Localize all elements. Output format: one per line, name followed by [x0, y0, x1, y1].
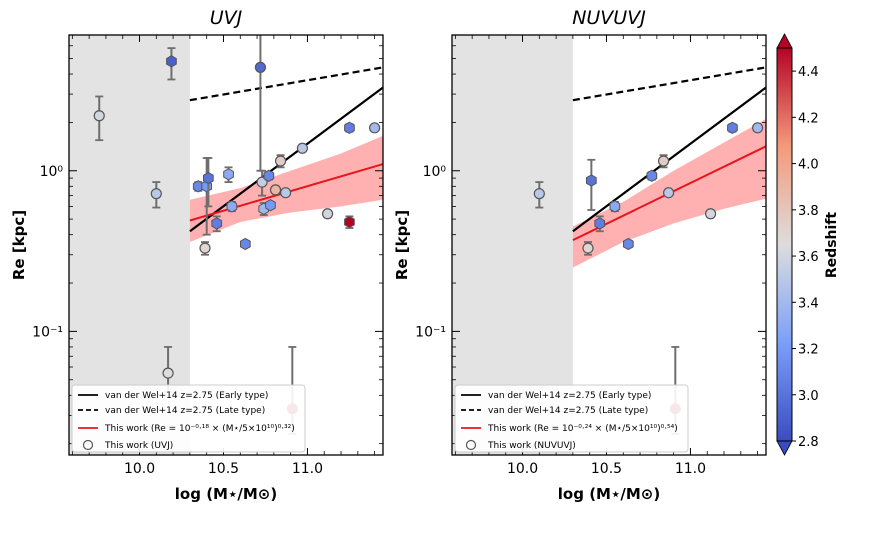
colorbar-gradient	[777, 48, 792, 441]
data-point-hex	[240, 237, 251, 251]
data-point	[663, 187, 675, 199]
colorbar-tick-label: 3.0	[798, 389, 819, 404]
data-point	[162, 367, 174, 379]
data-point-hex	[265, 199, 276, 212]
chart-title: NUVUVJ	[572, 7, 646, 29]
data-point	[280, 187, 292, 199]
colorbar-tick-label: 3.6	[798, 250, 819, 265]
data-point-hex	[594, 217, 606, 230]
data-point	[93, 110, 105, 122]
colorbar-tick-label: 2.8	[798, 435, 819, 450]
colorbar-tick-label: 4.2	[798, 111, 819, 126]
colorbar: 2.8 3.0 3.2 3.4 3.6 3.8 4.0 4.2 4.4 Redshift	[776, 33, 840, 456]
y-tick-label: 10⁻¹	[32, 324, 63, 340]
late-type-line	[189, 66, 383, 102]
x-axis-label: log (M⋆/M⊙)	[558, 485, 660, 503]
x-tick-label: 11.0	[292, 461, 323, 477]
colorbar-label: Redshift	[824, 212, 840, 278]
data-point-hex	[263, 169, 275, 182]
legend-label: This work (NUVUVJ)	[487, 441, 576, 451]
legend-swatch-circle	[465, 439, 477, 451]
axes-frame	[68, 34, 384, 456]
x-tick-label: 11.0	[675, 461, 706, 477]
data-point-hex	[223, 168, 234, 181]
data-point-hex	[646, 169, 658, 182]
data-point-hex	[727, 121, 738, 134]
colorbar-tick-label: 4.0	[798, 158, 819, 173]
colorbar-extend-low	[776, 440, 793, 456]
legend-label: This work (Re = 10⁻⁰·¹⁸ × (M⋆/5×10¹⁰)⁰·³…	[104, 424, 295, 434]
data-point	[296, 142, 309, 154]
colorbar-tick-label: 3.2	[798, 343, 819, 358]
legend-label: van der Wel+14 z=2.75 (Early type)	[105, 391, 268, 401]
data-point-hex	[211, 217, 223, 230]
y-tick-label: 10⁰	[423, 164, 447, 180]
legend-swatch-circle	[82, 439, 94, 451]
panel-nuvuvj: 10.0 10.5 11.0 10⁰ 10⁻¹ NUVUVJ log (M⋆/M⊙) Re […	[393, 7, 767, 503]
data-point-hex	[609, 200, 621, 213]
data-point-hex	[586, 174, 597, 187]
panel-uvj: 10.0 10.5 11.0 10⁰ 10⁻¹ UVJ log (M⋆/M⊙) Re [kpc…	[10, 7, 384, 503]
early-type-line	[572, 86, 766, 233]
y-axis-label: Re [kpc]	[393, 210, 411, 280]
data-point	[321, 208, 334, 220]
data-point-hex	[203, 171, 214, 185]
data-point	[369, 122, 381, 134]
colorbar-tick-label: 3.4	[798, 296, 819, 311]
data-point-hex	[623, 237, 634, 251]
data-point-hex	[166, 55, 177, 68]
x-tick-label: 10.5	[591, 461, 622, 477]
data-point	[582, 242, 594, 254]
data-point	[704, 208, 717, 220]
data-point-hex	[344, 215, 355, 229]
colorbar-extend-high	[776, 33, 793, 49]
colorbar-frame	[776, 47, 793, 442]
data-point	[256, 176, 268, 188]
legend-box	[454, 384, 689, 453]
data-point	[199, 242, 211, 254]
data-point	[274, 155, 287, 167]
data-point	[254, 61, 267, 73]
x-tick-label: 10.5	[208, 461, 239, 477]
legend-label: This work (Re = 10⁻⁰·²⁴ × (M⋆/5×10¹⁰)⁰·⁵…	[487, 424, 678, 434]
legend-label: This work (UVJ)	[104, 441, 173, 451]
legend-label: van der Wel+14 z=2.75 (Early type)	[488, 391, 651, 401]
late-type-line	[572, 66, 766, 102]
data-point	[657, 155, 670, 167]
y-tick-label: 10⁰	[40, 164, 64, 180]
axes-frame	[451, 34, 767, 456]
chart-title: UVJ	[210, 7, 243, 29]
data-point	[533, 188, 545, 200]
legend-label: van der Wel+14 z=2.75 (Late type)	[488, 406, 648, 416]
x-tick-label: 10.0	[124, 461, 155, 477]
data-point-hex	[226, 200, 238, 213]
y-axis-label: Re [kpc]	[10, 210, 28, 280]
x-tick-label: 10.0	[507, 461, 538, 477]
x-axis-label: log (M⋆/M⊙)	[175, 485, 277, 503]
y-tick-label: 10⁻¹	[415, 324, 446, 340]
early-type-line	[189, 86, 383, 233]
legend-box	[71, 384, 306, 453]
colorbar-tick-label: 4.4	[798, 65, 819, 80]
colorbar-tick-label: 3.8	[798, 204, 819, 219]
data-point	[269, 184, 282, 196]
legend-label: van der Wel+14 z=2.75 (Late type)	[105, 406, 265, 416]
data-point	[150, 188, 162, 200]
data-point	[752, 122, 764, 134]
data-point-hex	[344, 121, 355, 134]
